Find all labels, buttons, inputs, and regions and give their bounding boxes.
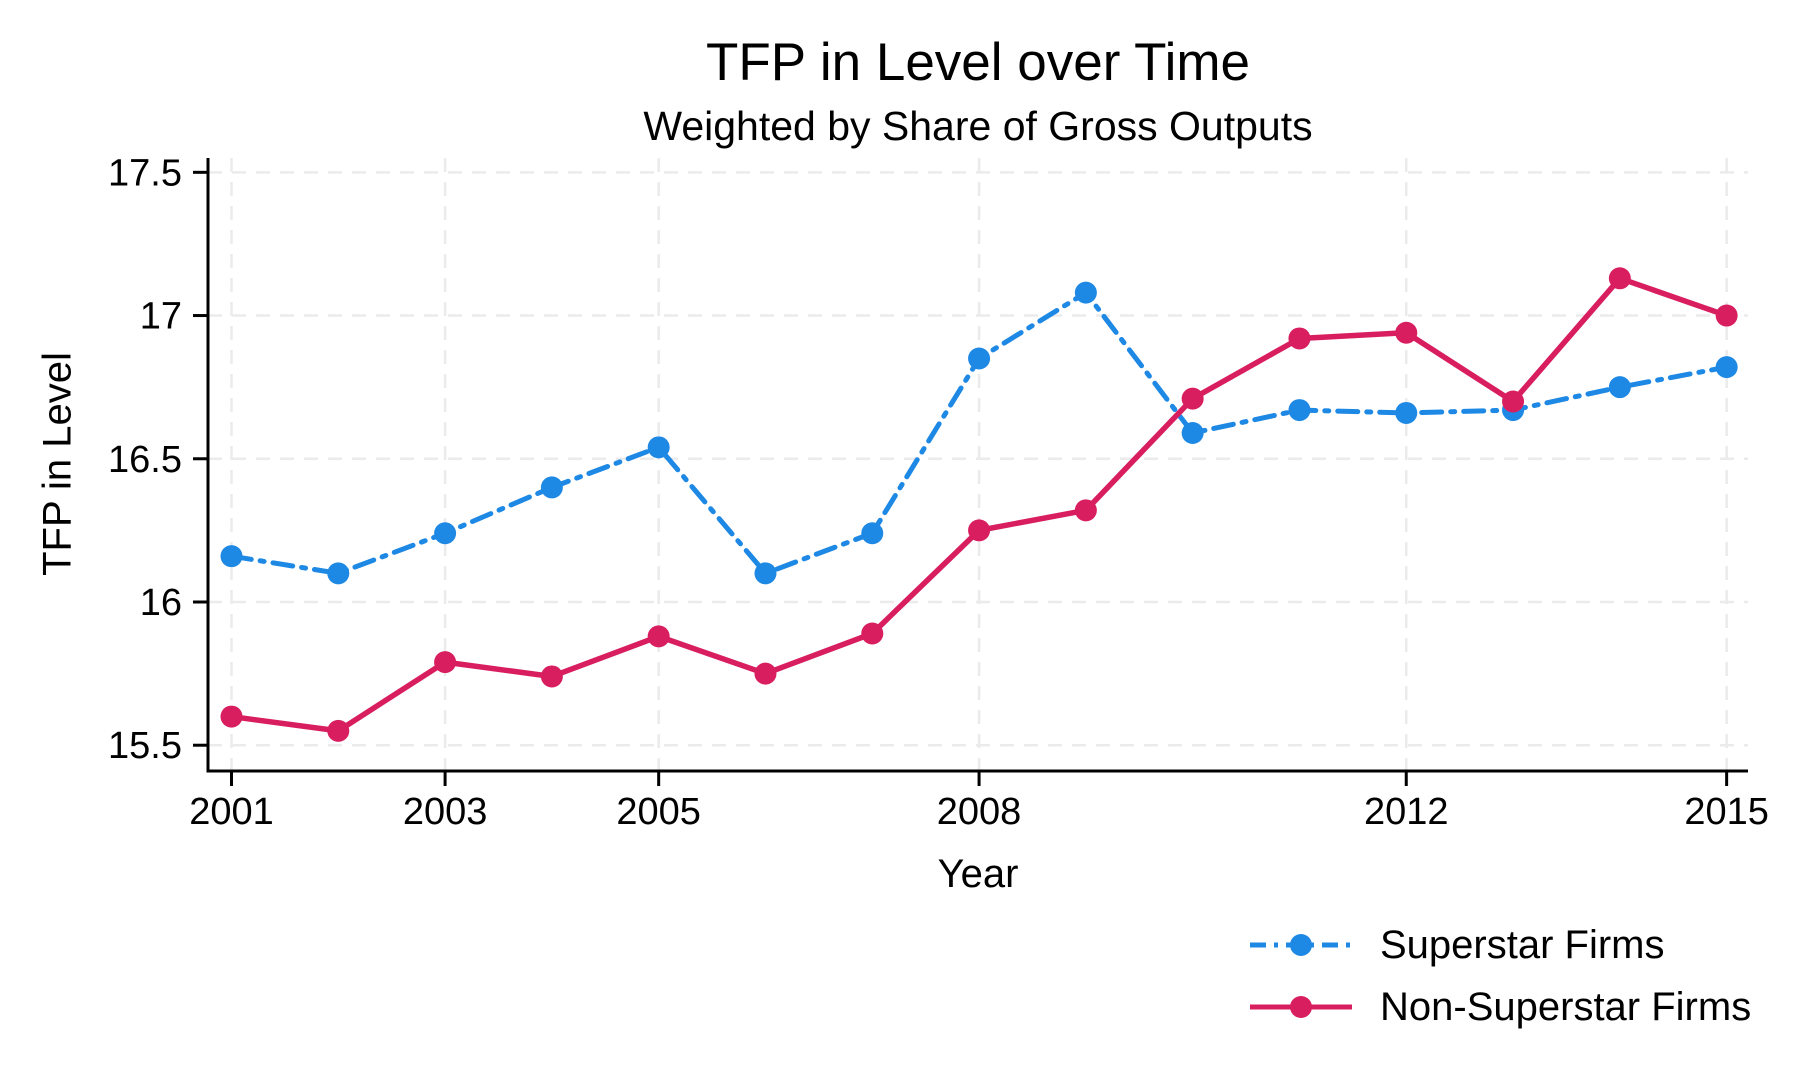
data-point-non-superstar-2006 bbox=[754, 662, 777, 685]
y-tick-label: 15.5 bbox=[108, 725, 182, 767]
legend-item-non-superstar: Non-Superstar Firms bbox=[1248, 976, 1751, 1038]
legend-item-superstar: Superstar Firms bbox=[1248, 914, 1751, 976]
x-axis-label: Year bbox=[937, 852, 1019, 896]
superstar-line-sample-icon bbox=[1250, 934, 1352, 956]
y-tick-label: 17.5 bbox=[108, 152, 182, 194]
data-point-superstar-2014 bbox=[1608, 376, 1631, 399]
data-point-non-superstar-2003 bbox=[434, 651, 457, 674]
data-point-non-superstar-2011 bbox=[1288, 327, 1311, 350]
data-point-superstar-2010 bbox=[1181, 421, 1204, 444]
data-point-superstar-2004 bbox=[540, 476, 563, 499]
data-point-non-superstar-2015 bbox=[1715, 304, 1738, 327]
data-point-non-superstar-2002 bbox=[327, 719, 350, 742]
data-point-non-superstar-2012 bbox=[1395, 321, 1418, 344]
data-point-non-superstar-2004 bbox=[540, 665, 563, 688]
x-tick-label: 2001 bbox=[189, 791, 274, 833]
data-point-superstar-2015 bbox=[1715, 356, 1738, 379]
data-point-non-superstar-2009 bbox=[1074, 499, 1097, 522]
data-point-non-superstar-2007 bbox=[861, 622, 884, 645]
x-tick-label: 2003 bbox=[403, 791, 488, 833]
legend-label-non-superstar: Non-Superstar Firms bbox=[1380, 984, 1752, 1029]
legend-label-superstar: Superstar Firms bbox=[1380, 922, 1665, 967]
data-point-superstar-2001 bbox=[220, 545, 243, 568]
chart-title: TFP in Level over Time bbox=[706, 33, 1250, 92]
data-point-non-superstar-2013 bbox=[1502, 390, 1525, 413]
data-point-superstar-2009 bbox=[1074, 281, 1097, 304]
data-point-non-superstar-2008 bbox=[968, 519, 991, 542]
data-point-superstar-2008 bbox=[968, 347, 991, 370]
x-tick-label: 2005 bbox=[616, 791, 701, 833]
chart-subtitle: Weighted by Share of Gross Outputs bbox=[643, 103, 1313, 149]
data-point-non-superstar-2001 bbox=[220, 705, 243, 728]
x-tick-label: 2008 bbox=[937, 791, 1022, 833]
data-point-superstar-2012 bbox=[1395, 401, 1418, 424]
x-tick-label: 2012 bbox=[1364, 791, 1449, 833]
data-point-superstar-2005 bbox=[647, 436, 670, 459]
data-point-superstar-2002 bbox=[327, 562, 350, 585]
data-point-non-superstar-2014 bbox=[1608, 267, 1631, 290]
non-superstar-line-sample-icon bbox=[1250, 996, 1352, 1018]
y-tick-label: 16.5 bbox=[108, 439, 182, 481]
data-point-non-superstar-2010 bbox=[1181, 387, 1204, 410]
legend: Superstar Firms Non-Superstar Firms bbox=[1248, 914, 1751, 1038]
data-point-superstar-2011 bbox=[1288, 399, 1311, 422]
data-point-non-superstar-2005 bbox=[647, 625, 670, 648]
data-point-superstar-2003 bbox=[434, 522, 457, 545]
x-tick-label: 2015 bbox=[1684, 791, 1769, 833]
y-tick-label: 16 bbox=[140, 582, 182, 624]
y-tick-label: 17 bbox=[140, 296, 182, 338]
data-point-superstar-2006 bbox=[754, 562, 777, 585]
data-point-superstar-2007 bbox=[861, 522, 884, 545]
